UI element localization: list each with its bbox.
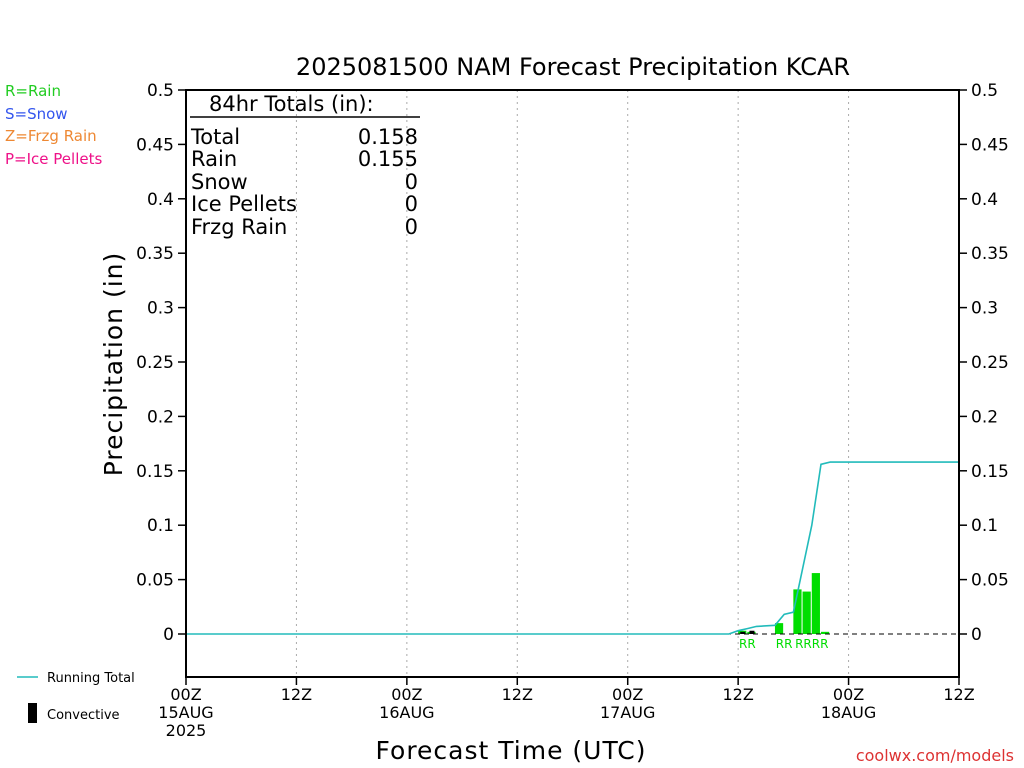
- grid-lines: [295, 90, 850, 677]
- y-axis-left: 0.5 0.45 0.4 0.35 0.3 0.25 0.2 0.15 0.1 0.05 0: [136, 81, 186, 645]
- x-axis-label: Forecast Time (UTC): [376, 736, 647, 765]
- precip-bar: [811, 573, 820, 634]
- totals-rain-value: 0.155: [358, 147, 418, 171]
- totals-snow-value: 0: [405, 170, 418, 194]
- credit-link[interactable]: coolwx.com/models: [856, 746, 1014, 765]
- series-legend: Running Total Convective: [17, 671, 135, 723]
- convective-bars: [740, 630, 755, 634]
- ptype-ice-pellets-label: P=Ice Pellets: [5, 150, 102, 168]
- y-axis-label: Precipitation (in): [99, 252, 128, 477]
- y-tick-label-right: 0.45: [971, 135, 1009, 155]
- totals-header: 84hr Totals (in):: [209, 92, 374, 116]
- x-tick-label: 18AUG: [821, 703, 876, 722]
- y-axis-right: 0.5 0.45 0.4 0.35 0.3 0.25 0.2 0.15 0.1 0.05 0: [959, 81, 1009, 645]
- totals-total-value: 0.158: [358, 125, 418, 149]
- y-tick-label-left: 0.3: [147, 299, 174, 319]
- y-tick-label-left: 0.25: [136, 353, 174, 373]
- ptype-codes: RR RR RRRR: [739, 637, 828, 651]
- plot-frame: [185, 89, 960, 678]
- ptype-frzg-rain-label: Z=Frzg Rain: [5, 127, 97, 145]
- y-tick-label-left: 0.2: [147, 407, 174, 427]
- convective-bar: [740, 631, 746, 634]
- precip-bar: [793, 589, 802, 634]
- x-tick-label: 15AUG: [158, 703, 213, 722]
- x-tick-label: 16AUG: [379, 703, 434, 722]
- x-tick-label: 00Z: [833, 685, 864, 704]
- y-tick-label-right: 0.35: [971, 244, 1009, 264]
- y-tick-label-left: 0.4: [147, 190, 174, 210]
- totals-rain-label: Rain: [191, 147, 237, 171]
- y-tick-label-right: 0.5: [971, 81, 998, 101]
- precip-bar: [820, 631, 830, 634]
- ptype-snow-label: S=Snow: [5, 105, 68, 123]
- totals-frzg-rain-value: 0: [405, 215, 418, 239]
- y-tick-label-right: 0: [971, 625, 982, 645]
- totals-snow-label: Snow: [191, 170, 248, 194]
- ptype-code: RR: [776, 637, 793, 651]
- y-tick-label-left: 0.15: [136, 462, 174, 482]
- x-tick-label: 17AUG: [600, 703, 655, 722]
- precip-bar: [774, 623, 784, 634]
- ptype-code: RR: [739, 637, 756, 651]
- y-tick-label-right: 0.3: [971, 299, 998, 319]
- convective-legend-label: Convective: [47, 708, 120, 723]
- y-tick-label-left: 0.45: [136, 135, 174, 155]
- x-tick-label: 00Z: [391, 685, 422, 704]
- y-tick-label-right: 0.05: [971, 571, 1009, 591]
- precip-bars: [738, 573, 830, 634]
- precip-bar: [802, 591, 811, 634]
- y-tick-label-left: 0.1: [147, 516, 174, 536]
- ptype-code: RRRR: [795, 637, 828, 651]
- convective-swatch: [28, 703, 37, 723]
- chart-title: 2025081500 NAM Forecast Precipitation KC…: [296, 53, 850, 81]
- totals-ice-pellets-value: 0: [405, 192, 418, 216]
- y-tick-label-right: 0.15: [971, 462, 1009, 482]
- y-tick-label-right: 0.2: [971, 407, 998, 427]
- ptype-legend: R=Rain S=Snow Z=Frzg Rain P=Ice Pellets: [5, 82, 102, 168]
- y-tick-label-right: 0.25: [971, 353, 1009, 373]
- x-tick-label: 00Z: [612, 685, 643, 704]
- totals-box: 84hr Totals (in): Total 0.158 Rain 0.155…: [190, 92, 420, 239]
- y-tick-label-left: 0: [163, 625, 174, 645]
- running-total-legend-label: Running Total: [47, 671, 135, 686]
- totals-frzg-rain-label: Frzg Rain: [191, 215, 287, 239]
- convective-bar: [749, 630, 755, 634]
- y-tick-label-left: 0.5: [147, 81, 174, 101]
- y-tick-label-left: 0.05: [136, 571, 174, 591]
- x-tick-label: 12Z: [722, 685, 753, 704]
- x-tick-label: 00Z: [170, 685, 201, 704]
- x-tick-label: 12Z: [281, 685, 312, 704]
- running-total-line: [186, 461, 959, 635]
- y-tick-label-right: 0.1: [971, 516, 998, 536]
- y-tick-label-right: 0.4: [971, 190, 998, 210]
- y-tick-label-left: 0.35: [136, 244, 174, 264]
- ptype-rain-label: R=Rain: [5, 82, 61, 100]
- totals-ice-pellets-label: Ice Pellets: [191, 192, 297, 216]
- x-tick-label: 2025: [166, 721, 207, 740]
- x-tick-label: 12Z: [943, 685, 974, 704]
- x-tick-label: 12Z: [502, 685, 533, 704]
- totals-total-label: Total: [190, 125, 240, 149]
